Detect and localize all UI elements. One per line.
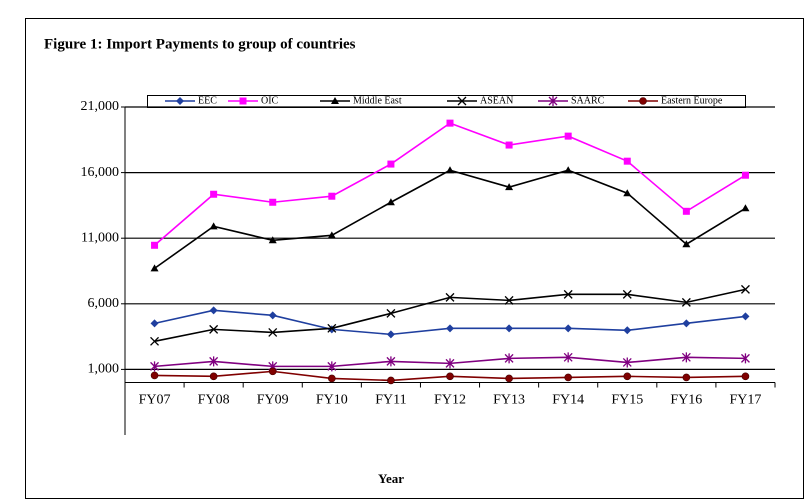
data-point: [505, 374, 513, 383]
x-tick-label: FY10: [316, 393, 348, 408]
data-point: [210, 190, 218, 198]
legend-label: OIC: [261, 95, 279, 106]
data-point: [327, 323, 337, 333]
y-tick-label: 11,000: [81, 230, 119, 245]
data-point: [150, 371, 159, 380]
data-point: [386, 330, 395, 339]
data-point: [563, 289, 573, 299]
data-point: [682, 207, 690, 215]
data-point: [623, 157, 631, 165]
data-point: [564, 132, 572, 140]
data-point: [328, 192, 336, 200]
series-line: [154, 169, 746, 270]
data-point: [268, 236, 277, 244]
data-point: [327, 361, 337, 372]
legend-label: Eastern Europe: [661, 95, 723, 106]
legend-marker: [331, 97, 339, 104]
legend-marker: [239, 97, 247, 105]
data-point: [445, 292, 455, 302]
data-point: [622, 289, 632, 299]
data-point: [386, 198, 395, 206]
data-point: [504, 295, 514, 305]
data-point: [150, 319, 159, 328]
data-point: [209, 324, 219, 334]
legend-label: Middle East: [353, 95, 402, 106]
data-point: [209, 306, 218, 315]
data-point: [682, 373, 691, 382]
x-axis-label: Year: [378, 471, 404, 486]
data-point: [741, 171, 749, 179]
data-point: [387, 160, 395, 168]
data-point: [623, 372, 632, 381]
legend-marker: [457, 96, 467, 106]
data-point: [504, 353, 514, 364]
data-point: [623, 189, 632, 197]
x-tick-label: FY17: [730, 393, 762, 408]
x-tick-label: FY16: [670, 393, 702, 408]
data-point: [386, 308, 396, 318]
data-point: [327, 231, 336, 239]
data-point: [563, 352, 573, 363]
x-tick-label: FY08: [198, 393, 230, 408]
data-point: [268, 311, 277, 320]
data-point: [505, 324, 514, 333]
data-point: [150, 361, 160, 372]
data-point: [740, 284, 750, 294]
data-point: [151, 241, 159, 249]
data-point: [740, 353, 750, 364]
data-point: [505, 141, 513, 149]
data-point: [564, 324, 573, 333]
legend-marker: [176, 97, 184, 105]
data-point: [269, 198, 277, 206]
data-point: [446, 324, 454, 333]
y-tick-label: 16,000: [81, 165, 120, 180]
data-point: [446, 372, 454, 381]
y-tick-label: 1,000: [88, 362, 120, 377]
legend-label: ASEAN: [480, 95, 513, 106]
data-point: [682, 240, 691, 248]
data-point: [681, 297, 691, 307]
x-tick-label: FY15: [611, 393, 643, 408]
x-tick-label: FY12: [434, 393, 466, 408]
data-point: [741, 204, 750, 212]
chart-title: Figure 1: Import Payments to group of co…: [44, 36, 356, 52]
data-point: [446, 166, 454, 174]
data-point: [741, 372, 750, 381]
x-tick-label: FY07: [139, 393, 171, 408]
data-point: [387, 376, 395, 385]
data-point: [446, 119, 454, 127]
data-point: [681, 352, 691, 363]
x-tick-label: FY11: [375, 393, 406, 408]
data-point: [623, 326, 632, 335]
data-point: [327, 325, 336, 334]
data-point: [622, 357, 632, 368]
data-point: [505, 183, 514, 191]
legend-marker: [548, 96, 558, 106]
data-point: [328, 374, 336, 383]
legend-label: SAARC: [571, 95, 605, 106]
x-tick-label: FY09: [257, 393, 289, 408]
x-tick-label: FY13: [493, 393, 525, 408]
data-point: [564, 373, 572, 382]
data-point: [209, 372, 218, 381]
data-point: [209, 222, 218, 230]
data-point: [268, 367, 277, 376]
series-line: [154, 122, 746, 246]
data-point: [564, 166, 573, 174]
data-point: [150, 264, 159, 272]
data-point: [268, 327, 278, 337]
y-tick-label: 21,000: [81, 99, 120, 114]
legend-label: EEC: [198, 95, 217, 106]
data-point: [150, 336, 160, 346]
data-point: [386, 356, 396, 367]
data-point: [741, 312, 750, 321]
chart-frame: [25, 18, 804, 499]
legend-marker: [639, 97, 647, 105]
y-tick-label: 6,000: [88, 296, 120, 311]
data-point: [209, 356, 219, 367]
data-point: [445, 358, 455, 369]
x-tick-label: FY14: [552, 393, 584, 408]
data-point: [682, 319, 691, 328]
